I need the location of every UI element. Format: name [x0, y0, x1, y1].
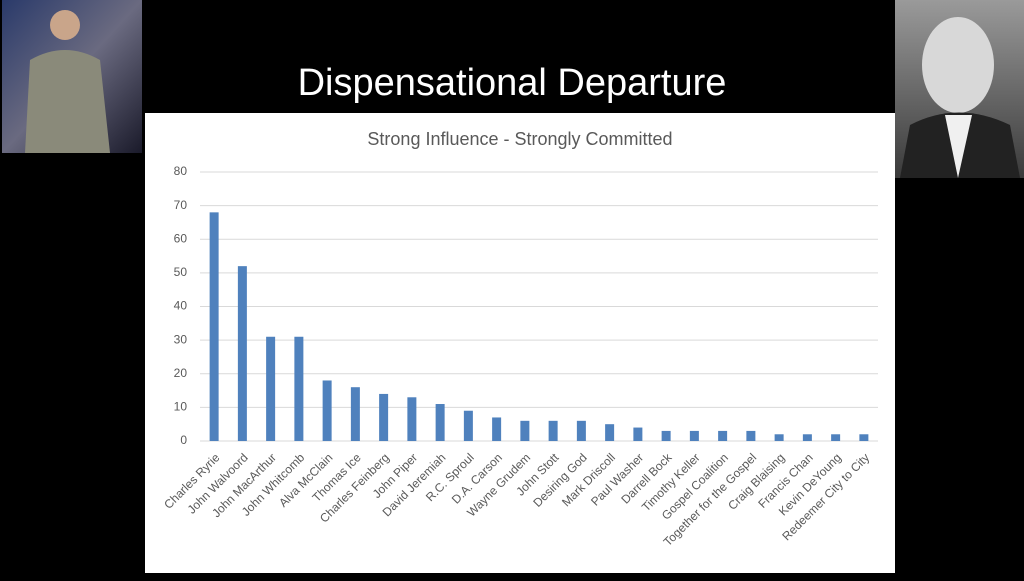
bar	[350, 387, 360, 441]
bar	[435, 404, 445, 441]
bar	[463, 410, 473, 441]
bar	[407, 397, 417, 441]
bar	[774, 434, 784, 441]
chart-title: Strong Influence - Strongly Committed	[367, 129, 672, 149]
y-tick-label: 60	[174, 231, 188, 245]
bar	[831, 434, 841, 441]
y-tick-label: 70	[174, 198, 188, 212]
y-tick-label: 80	[174, 164, 188, 178]
bar	[492, 417, 502, 441]
bar	[633, 427, 643, 441]
bar	[746, 430, 756, 441]
slide-title: Dispensational Departure	[298, 62, 727, 104]
y-tick-label: 0	[180, 433, 187, 447]
y-tick-label: 40	[174, 299, 188, 313]
y-tick-label: 20	[174, 366, 188, 380]
bar	[520, 420, 530, 441]
y-tick-label: 30	[174, 332, 188, 346]
bar	[209, 212, 219, 441]
bar	[548, 420, 558, 441]
bar	[322, 380, 332, 441]
bar	[294, 336, 304, 441]
bar	[661, 430, 671, 441]
bar	[605, 424, 615, 441]
bar	[718, 430, 728, 441]
right-photo	[895, 0, 1024, 178]
bar	[802, 434, 812, 441]
bar	[266, 336, 276, 441]
y-tick-label: 50	[174, 265, 188, 279]
bar	[859, 434, 869, 441]
left-photo	[2, 0, 142, 153]
bar	[237, 266, 247, 441]
bar	[379, 393, 389, 441]
bar	[576, 420, 586, 441]
y-tick-label: 10	[174, 400, 188, 414]
bar	[689, 430, 699, 441]
